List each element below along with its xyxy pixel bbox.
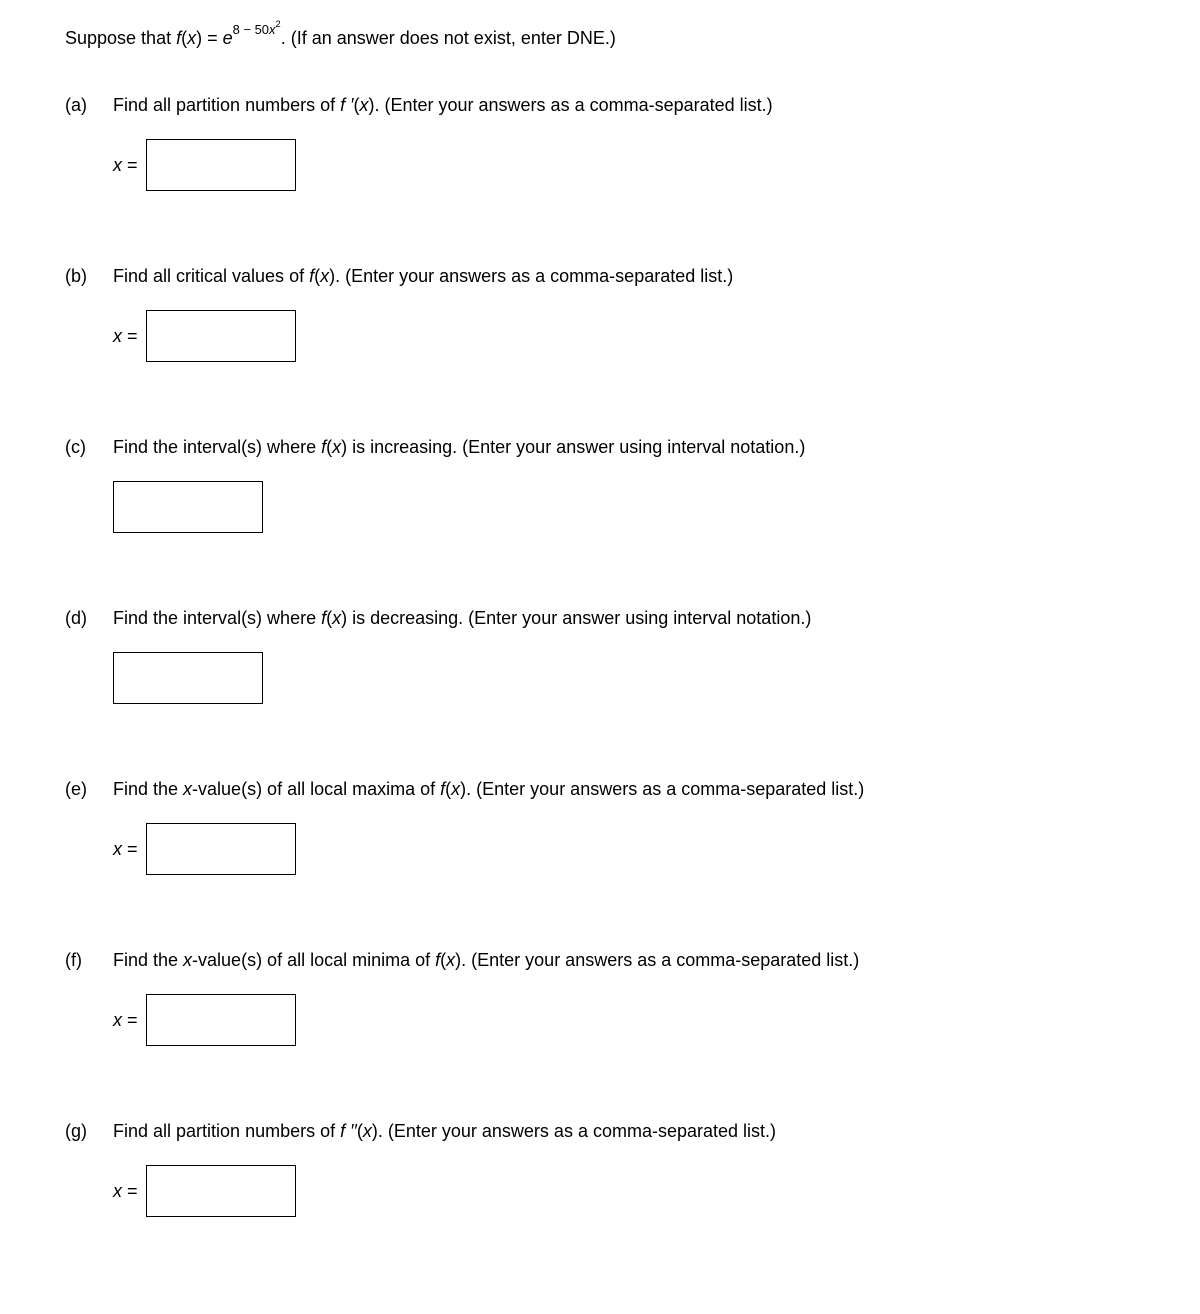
answer-row: x = [113, 1165, 1135, 1217]
part-label: (e) [65, 776, 113, 803]
answer-prefix: x = [113, 836, 138, 863]
answer-input[interactable] [113, 481, 263, 533]
part-header: (b)Find all critical values of f(x). (En… [65, 263, 1135, 290]
answer-input[interactable] [146, 310, 296, 362]
part-label: (b) [65, 263, 113, 290]
problem-intro: Suppose that f(x) = e8 − 50x2. (If an an… [65, 25, 1135, 52]
part-d: (d)Find the interval(s) where f(x) is de… [65, 605, 1135, 704]
part-label: (a) [65, 92, 113, 119]
intro-exp: 8 − 50x2 [233, 22, 281, 37]
part-question: Find all partition numbers of f ′′(x). (… [113, 1118, 1135, 1145]
answer-row [113, 481, 1135, 533]
answer-row: x = [113, 310, 1135, 362]
answer-input[interactable] [113, 652, 263, 704]
part-question: Find the x-value(s) of all local minima … [113, 947, 1135, 974]
part-header: (f)Find the x-value(s) of all local mini… [65, 947, 1135, 974]
part-label: (g) [65, 1118, 113, 1145]
intro-var: x [187, 28, 196, 48]
answer-row: x = [113, 823, 1135, 875]
part-question: Find all partition numbers of f ′(x). (E… [113, 92, 1135, 119]
part-header: (g)Find all partition numbers of f ′′(x)… [65, 1118, 1135, 1145]
part-question: Find the interval(s) where f(x) is decre… [113, 605, 1135, 632]
part-g: (g)Find all partition numbers of f ′′(x)… [65, 1118, 1135, 1217]
part-f: (f)Find the x-value(s) of all local mini… [65, 947, 1135, 1046]
answer-input[interactable] [146, 823, 296, 875]
part-b: (b)Find all critical values of f(x). (En… [65, 263, 1135, 362]
part-question: Find the interval(s) where f(x) is incre… [113, 434, 1135, 461]
part-label: (c) [65, 434, 113, 461]
part-label: (d) [65, 605, 113, 632]
answer-row: x = [113, 994, 1135, 1046]
part-a: (a)Find all partition numbers of f ′(x).… [65, 92, 1135, 191]
answer-input[interactable] [146, 994, 296, 1046]
answer-input[interactable] [146, 139, 296, 191]
part-e: (e)Find the x-value(s) of all local maxi… [65, 776, 1135, 875]
answer-prefix: x = [113, 1178, 138, 1205]
answer-input[interactable] [146, 1165, 296, 1217]
intro-prefix: Suppose that [65, 28, 176, 48]
part-header: (c)Find the interval(s) where f(x) is in… [65, 434, 1135, 461]
part-c: (c)Find the interval(s) where f(x) is in… [65, 434, 1135, 533]
parts-container: (a)Find all partition numbers of f ′(x).… [65, 92, 1135, 1217]
answer-prefix: x = [113, 323, 138, 350]
intro-suffix: . (If an answer does not exist, enter DN… [281, 28, 616, 48]
part-question: Find the x-value(s) of all local maxima … [113, 776, 1135, 803]
part-header: (e)Find the x-value(s) of all local maxi… [65, 776, 1135, 803]
answer-row: x = [113, 139, 1135, 191]
part-question: Find all critical values of f(x). (Enter… [113, 263, 1135, 290]
part-header: (d)Find the interval(s) where f(x) is de… [65, 605, 1135, 632]
answer-row [113, 652, 1135, 704]
intro-base: e [223, 28, 233, 48]
answer-prefix: x = [113, 152, 138, 179]
answer-prefix: x = [113, 1007, 138, 1034]
intro-eq: = [202, 28, 223, 48]
part-header: (a)Find all partition numbers of f ′(x).… [65, 92, 1135, 119]
part-label: (f) [65, 947, 113, 974]
